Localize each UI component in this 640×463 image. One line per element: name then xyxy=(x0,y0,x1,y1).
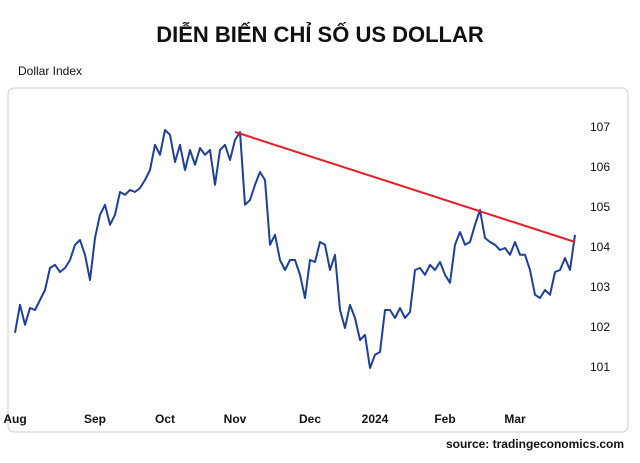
trend-line xyxy=(234,131,576,243)
x-tick-label: Dec xyxy=(299,412,321,426)
y-tick-label: 102 xyxy=(590,320,610,334)
source-note: source: tradingeconomics.com xyxy=(446,437,624,451)
x-tick-label: 2024 xyxy=(362,412,389,426)
x-tick-label: Mar xyxy=(504,412,526,426)
x-tick-label: Oct xyxy=(155,412,175,426)
plot-frame xyxy=(7,87,629,433)
y-axis-label: Dollar Index xyxy=(18,64,82,78)
y-tick-label: 101 xyxy=(590,360,610,374)
x-tick-label: Aug xyxy=(3,412,26,426)
x-tick-label: Feb xyxy=(434,412,455,426)
x-tick-label: Nov xyxy=(224,412,247,426)
chart-title: DIỄN BIẾN CHỈ SỐ US DOLLAR xyxy=(156,21,484,47)
y-tick-label: 106 xyxy=(590,160,610,174)
data-line xyxy=(14,129,576,369)
y-tick-label: 107 xyxy=(590,120,610,134)
y-tick-label: 103 xyxy=(590,280,610,294)
y-tick-label: 104 xyxy=(590,240,610,254)
x-tick-label: Sep xyxy=(84,412,106,426)
y-tick-label: 105 xyxy=(590,200,610,214)
